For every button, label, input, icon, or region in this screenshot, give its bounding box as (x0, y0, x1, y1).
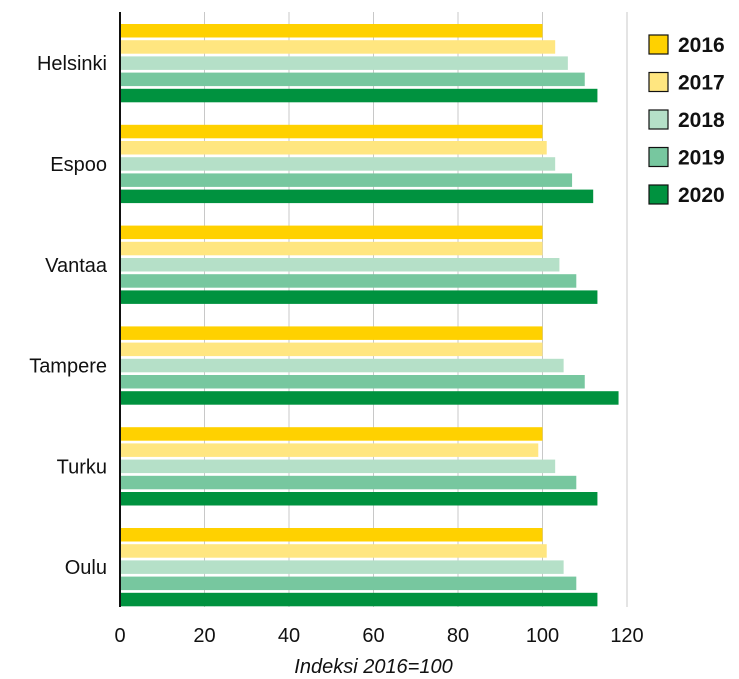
bar-helsinki-2019 (120, 72, 585, 87)
grid-lines (204, 12, 628, 607)
bar-espoo-2019 (120, 173, 573, 187)
legend-swatch (648, 109, 669, 130)
category-label: Espoo (50, 154, 107, 176)
legend-swatch (648, 34, 669, 55)
bar-helsinki-2016 (120, 24, 543, 38)
category-label: Vantaa (45, 255, 108, 277)
bar-turku-2017 (120, 443, 539, 457)
bar-oulu-2018 (120, 560, 564, 574)
category-label: Oulu (65, 557, 107, 579)
bar-tampere-2020 (120, 391, 619, 405)
legend-label: 2019 (678, 147, 725, 170)
category-labels: Helsinki Espoo Vantaa Tampere Turku Oulu (29, 53, 108, 579)
category-label: Turku (57, 456, 107, 478)
bar-turku-2020 (120, 492, 598, 506)
legend-swatch (648, 71, 669, 93)
legend-label: 2016 (678, 34, 725, 57)
bar-helsinki-2020 (120, 88, 598, 103)
bar-oulu-2017 (120, 544, 547, 558)
bar-helsinki-2018 (120, 56, 568, 70)
bar-vantaa-2016 (120, 225, 543, 240)
bar-tampere-2017 (120, 342, 543, 357)
legend-swatch (648, 146, 669, 168)
legend-swatch (648, 184, 669, 205)
bar-espoo-2017 (120, 141, 547, 155)
bars (120, 24, 619, 607)
bar-tampere-2018 (120, 358, 564, 373)
legend-label: 2017 (678, 72, 725, 95)
category-label: Tampere (29, 356, 107, 378)
bar-tampere-2019 (120, 375, 585, 389)
x-axis-title: Indeksi 2016=100 (294, 656, 452, 678)
legend-label: 2018 (678, 109, 725, 132)
x-tick-label: 20 (193, 625, 215, 647)
x-tick-label: 60 (362, 625, 384, 647)
bar-helsinki-2017 (120, 40, 556, 54)
x-tick-label: 100 (526, 625, 559, 647)
bar-oulu-2019 (120, 576, 577, 591)
bar-vantaa-2020 (120, 290, 598, 304)
bar-turku-2018 (120, 459, 556, 474)
bar-oulu-2020 (120, 592, 598, 607)
bar-oulu-2016 (120, 528, 543, 542)
bar-vantaa-2019 (120, 274, 577, 288)
bar-espoo-2018 (120, 157, 556, 171)
x-tick-label: 0 (114, 625, 125, 647)
x-tick-label: 40 (278, 625, 300, 647)
bar-vantaa-2018 (120, 258, 560, 272)
bar-vantaa-2017 (120, 241, 543, 256)
legend: 2016 2017 2018 2019 2020 (648, 34, 725, 207)
category-label: Helsinki (37, 53, 107, 75)
legend-label: 2020 (678, 184, 725, 207)
bar-turku-2019 (120, 475, 577, 490)
bar-espoo-2016 (120, 124, 543, 139)
x-tick-label: 120 (610, 625, 643, 647)
bar-tampere-2016 (120, 326, 543, 340)
bar-espoo-2020 (120, 189, 594, 204)
bar-turku-2016 (120, 427, 543, 441)
x-tick-label: 80 (447, 625, 469, 647)
x-axis-ticks: 0 20 40 60 80 100 120 (114, 625, 643, 647)
